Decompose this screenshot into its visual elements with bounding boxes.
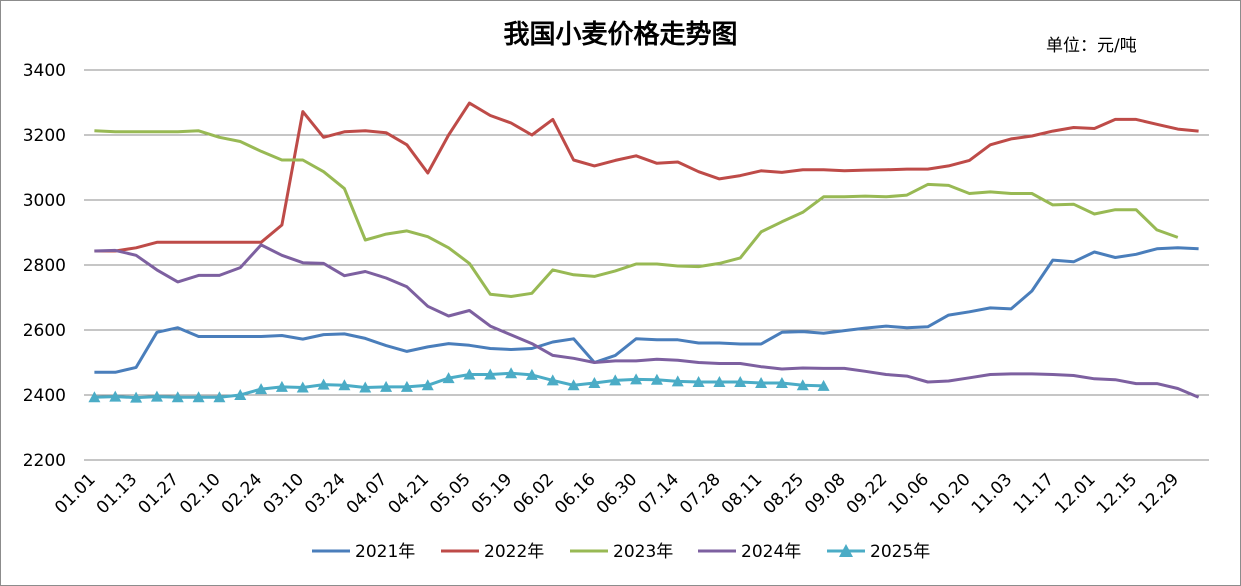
y-tick-label: 3200 bbox=[23, 126, 66, 146]
data-point bbox=[755, 376, 768, 388]
data-point bbox=[692, 376, 705, 387]
data-point bbox=[255, 383, 268, 395]
legend-label: 2023年 bbox=[613, 542, 673, 562]
data-point bbox=[775, 376, 788, 388]
data-point bbox=[650, 373, 663, 385]
data-point bbox=[442, 372, 455, 384]
data-point bbox=[380, 380, 393, 392]
data-point bbox=[463, 368, 476, 380]
data-point bbox=[296, 381, 309, 393]
data-point bbox=[150, 390, 163, 402]
x-tick-label: 06.30 bbox=[593, 470, 642, 519]
x-tick-label: 05.05 bbox=[426, 470, 475, 519]
chart-title: 我国小麦价格走势图 bbox=[503, 20, 738, 50]
x-tick-label: 10.06 bbox=[884, 470, 933, 519]
x-tick-label: 02.24 bbox=[218, 470, 267, 519]
x-tick-label: 06.16 bbox=[551, 470, 600, 519]
x-tick-label: 07.28 bbox=[676, 470, 725, 519]
y-tick-label: 2600 bbox=[23, 321, 66, 341]
data-point bbox=[338, 379, 351, 391]
series-line-2022年 bbox=[94, 101, 1199, 253]
data-point bbox=[525, 368, 538, 380]
series-line-2024年 bbox=[94, 243, 1200, 399]
x-tick-label: 08.25 bbox=[759, 470, 808, 519]
data-point bbox=[317, 378, 330, 390]
data-point bbox=[713, 376, 726, 387]
data-point bbox=[630, 373, 643, 385]
data-point bbox=[88, 391, 101, 403]
x-tick-label: 08.11 bbox=[718, 470, 767, 519]
x-tick-label: 04.21 bbox=[384, 470, 433, 519]
y-tick-label: 3400 bbox=[23, 61, 66, 81]
y-tick-label: 2400 bbox=[23, 386, 66, 406]
x-tick-label: 09.08 bbox=[801, 470, 850, 519]
x-tick-label: 03.10 bbox=[259, 470, 308, 519]
y-tick-label: 3000 bbox=[23, 191, 66, 211]
data-point bbox=[109, 390, 122, 402]
series-line-2023年 bbox=[94, 129, 1179, 298]
legend-label: 2025年 bbox=[870, 542, 930, 562]
y-tick-label: 2200 bbox=[23, 451, 66, 471]
unit-label: 单位：元/吨 bbox=[1046, 36, 1137, 56]
x-tick-label: 07.14 bbox=[634, 470, 683, 519]
legend-label: 2022年 bbox=[484, 542, 544, 562]
data-point bbox=[234, 389, 247, 400]
data-point bbox=[400, 380, 413, 392]
data-point bbox=[359, 381, 372, 393]
x-tick-label: 12.01 bbox=[1051, 470, 1100, 519]
series-line-2025年 bbox=[94, 371, 824, 400]
legend-marker bbox=[839, 544, 853, 557]
data-point bbox=[275, 380, 288, 392]
legend-label: 2024年 bbox=[741, 542, 801, 562]
x-tick-label: 09.22 bbox=[843, 470, 892, 519]
data-point bbox=[192, 391, 205, 403]
data-point bbox=[421, 379, 434, 391]
legend-label: 2021年 bbox=[355, 542, 415, 562]
x-tick-label: 10.20 bbox=[926, 470, 975, 519]
data-point bbox=[546, 374, 559, 386]
x-tick-label: 12.29 bbox=[1134, 470, 1183, 519]
x-tick-label: 12.15 bbox=[1093, 470, 1142, 519]
y-tick-label: 2800 bbox=[23, 256, 66, 276]
data-point bbox=[213, 391, 226, 403]
data-point bbox=[796, 379, 809, 391]
data-point bbox=[671, 375, 684, 387]
x-tick-label: 05.19 bbox=[468, 470, 517, 519]
x-tick-label: 01.01 bbox=[51, 470, 100, 519]
x-tick-label: 01.27 bbox=[134, 470, 183, 519]
x-tick-label: 02.10 bbox=[176, 470, 225, 519]
data-point bbox=[130, 391, 143, 403]
x-tick-label: 11.17 bbox=[1009, 470, 1058, 519]
data-point bbox=[734, 376, 747, 387]
data-point bbox=[171, 391, 184, 403]
x-tick-label: 11.03 bbox=[968, 470, 1017, 519]
series-line-2021年 bbox=[94, 246, 1199, 374]
data-point bbox=[567, 379, 580, 391]
data-point bbox=[505, 367, 518, 379]
x-tick-label: 04.07 bbox=[343, 470, 392, 519]
x-tick-label: 03.24 bbox=[301, 470, 350, 519]
data-point bbox=[484, 368, 497, 380]
data-point bbox=[609, 374, 622, 386]
x-tick-label: 01.13 bbox=[93, 470, 142, 519]
data-point bbox=[588, 376, 601, 388]
x-tick-label: 06.02 bbox=[509, 470, 558, 519]
data-point bbox=[817, 379, 830, 391]
